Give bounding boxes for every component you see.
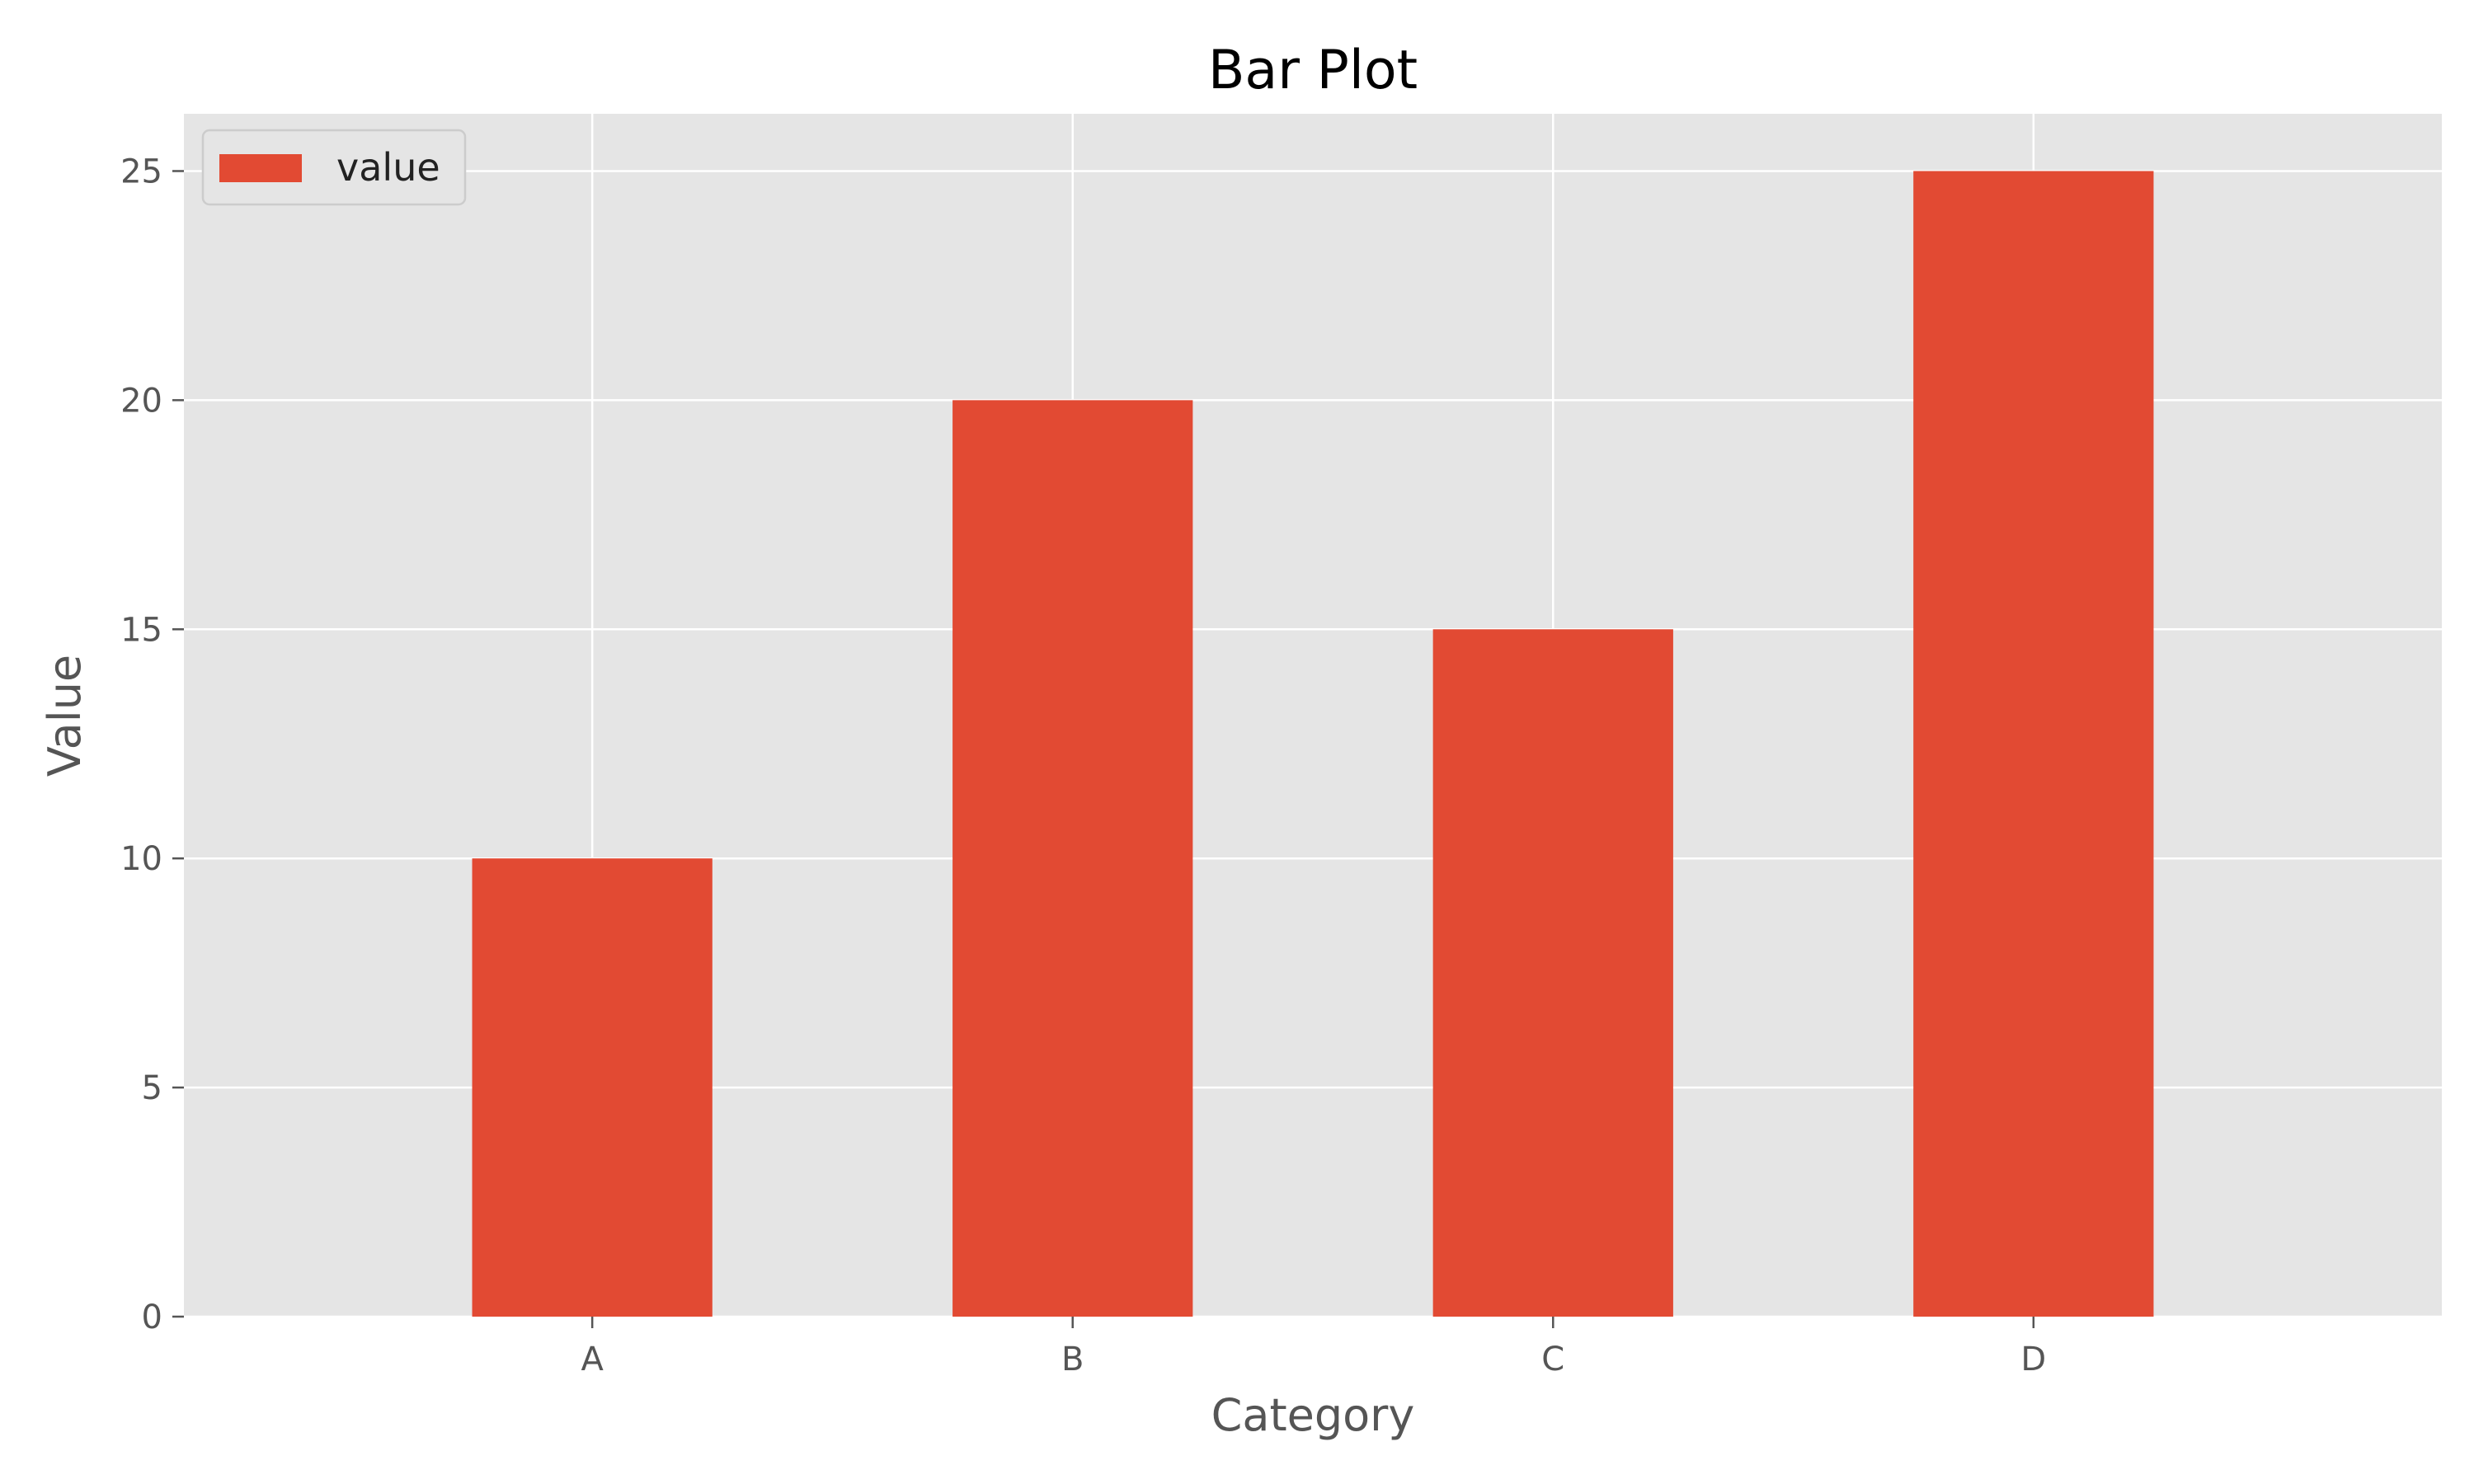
x-tick-label: B: [1061, 1341, 1084, 1378]
y-axis-label: Value: [39, 655, 91, 777]
chart-title: Bar Plot: [1208, 40, 1418, 101]
y-tick-label: 5: [142, 1069, 162, 1107]
y-tick-label: 15: [120, 611, 162, 649]
bar-B: [952, 400, 1193, 1317]
legend-swatch: [219, 154, 302, 182]
bar-A: [472, 858, 713, 1317]
y-tick-label: 10: [120, 840, 162, 878]
x-tick-label: A: [581, 1341, 604, 1378]
legend: value: [201, 129, 467, 206]
axes: 0 5 10 15 20 25 A B C D: [120, 153, 2046, 1378]
x-tick-label: C: [1541, 1341, 1564, 1378]
y-tick-label: 0: [142, 1298, 162, 1336]
legend-box: [201, 129, 467, 206]
x-tick-label: D: [2020, 1341, 2046, 1378]
bar-D: [1913, 171, 2154, 1317]
y-tick-label: 20: [120, 382, 162, 420]
x-axis-label: Category: [1211, 1389, 1415, 1441]
bars: [472, 171, 2154, 1317]
legend-label: value: [336, 145, 440, 190]
y-tick-label: 25: [120, 153, 162, 190]
bar-C: [1432, 629, 1673, 1317]
